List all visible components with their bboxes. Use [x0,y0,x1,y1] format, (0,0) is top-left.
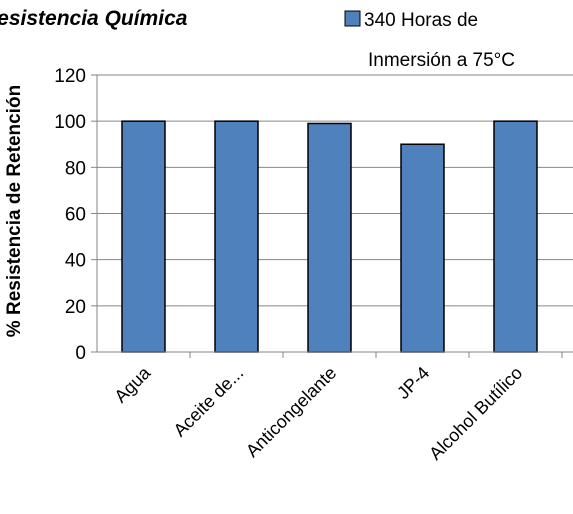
y-tick-label: 120 [54,66,86,87]
legend-label-line-1: 340 Horas de [364,10,478,31]
x-category-labels: Agua Aceite de...Anticongelante JP-4Alcoho… [110,362,526,464]
x-category-label: Aceite de... [170,363,248,441]
y-tick-label: 80 [65,158,86,179]
x-category-label: JP-4 [393,363,433,403]
y-tick-labels: 0 20 40 60 80 100 120 [54,66,86,364]
bar-5 [493,120,538,353]
x-category-label: Alcohol Butílico [425,363,526,464]
bars [121,120,538,353]
legend-label-line-2: Inmersión a 75°C [368,50,515,71]
y-tick-label: 0 [75,343,86,364]
y-tick-label: 40 [65,251,86,272]
y-tick-label: 100 [54,112,86,133]
bar-4 [400,143,445,353]
x-category-label: Anticongelante [242,363,340,461]
chart-title: Resistencia Química [0,7,188,30]
bar-2 [214,120,259,353]
y-tick-label: 60 [65,205,86,226]
legend-swatch [344,10,361,27]
x-category-label: Agua [110,362,155,407]
y-axis-label: % Resistencia de Retención [4,85,25,337]
y-tick-label: 20 [65,297,86,318]
legend: 340 Horas de Inmersión a 75°C [344,10,515,71]
bar-3 [307,122,352,353]
axes [91,74,573,358]
bar-1 [121,120,166,353]
